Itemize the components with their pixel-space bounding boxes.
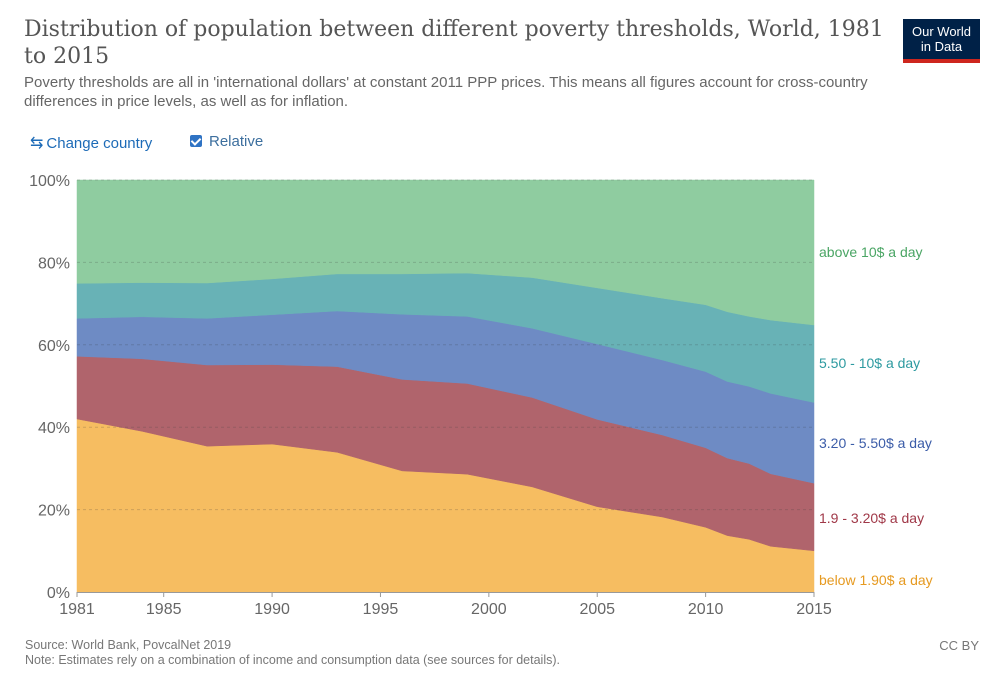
y-tick-label-5: 100% <box>29 173 70 190</box>
series-label-4: above 10$ a day <box>819 244 923 260</box>
y-tick-label-4: 80% <box>38 255 70 272</box>
change-country-button[interactable]: ⇆ Change country <box>30 133 152 153</box>
y-tick-label-0: 0% <box>47 585 70 602</box>
series-label-2: 3.20 - 5.50$ a day <box>819 435 932 451</box>
x-tick-label-5: 2005 <box>579 601 615 618</box>
y-tick-label-3: 60% <box>38 338 70 355</box>
stacked-area-chart: 0% 20% 40% 60% 80% 100% 1981 1985 1990 1995 2000 20… <box>29 173 933 618</box>
series-label-1: 1.9 - 3.20$ a day <box>819 510 924 526</box>
relative-toggle[interactable]: Relative <box>190 133 263 150</box>
x-tick-label-2: 1990 <box>254 601 290 618</box>
x-tick-label-1: 1985 <box>146 601 182 618</box>
chart-title: Distribution of population between diffe… <box>24 17 884 69</box>
logo-stripe <box>903 59 980 63</box>
x-tick-label-6: 2010 <box>688 601 724 618</box>
y-tick-label-1: 20% <box>38 503 70 520</box>
chart-footer: Source: World Bank, PovcalNet 2019 Note:… <box>25 638 560 668</box>
x-tick-label-7: 2015 <box>796 601 832 618</box>
logo-line-1: Our World <box>912 24 971 39</box>
chart-subtitle: Poverty thresholds are all in 'internati… <box>24 74 868 110</box>
license-link[interactable]: CC BY <box>939 638 979 653</box>
source-note: Source: World Bank, PovcalNet 2019 <box>25 638 232 652</box>
x-tick-label-0: 1981 <box>59 601 95 618</box>
data-note: Note: Estimates rely on a combination of… <box>25 653 560 667</box>
series-label-3: 5.50 - 10$ a day <box>819 355 920 371</box>
relative-checkbox[interactable] <box>190 135 202 147</box>
swap-arrows-icon: ⇆ <box>30 135 44 152</box>
series-label-0: below 1.90$ a day <box>819 572 933 588</box>
change-country-label: Change country <box>46 135 153 152</box>
x-tick-label-3: 1995 <box>363 601 399 618</box>
y-tick-label-2: 40% <box>38 420 70 437</box>
owid-logo[interactable]: Our World in Data <box>903 19 980 63</box>
logo-line-2: in Data <box>920 39 963 54</box>
relative-label: Relative <box>209 133 264 150</box>
x-tick-label-4: 2000 <box>471 601 507 618</box>
area-series-4 <box>76 179 815 326</box>
